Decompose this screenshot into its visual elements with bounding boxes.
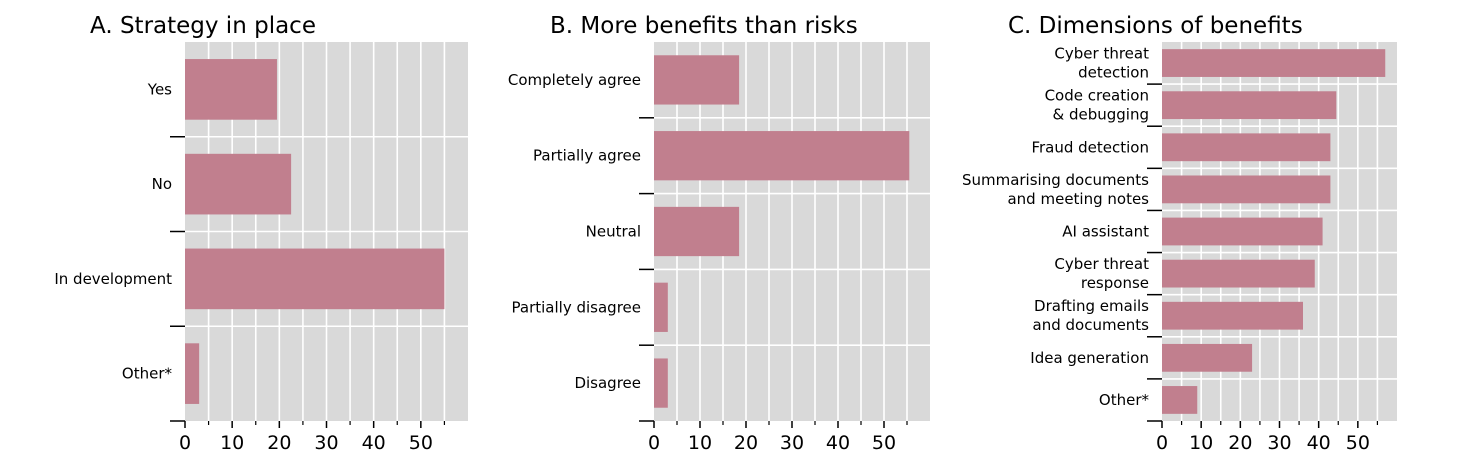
category-label: Completely agree bbox=[508, 71, 641, 89]
x-tick-label: 40 bbox=[1307, 432, 1331, 454]
category-label: Fraud detection bbox=[1031, 138, 1149, 156]
x-tick-label: 0 bbox=[179, 432, 191, 454]
category-label: response bbox=[1081, 274, 1149, 292]
category-label: AI assistant bbox=[1062, 223, 1149, 241]
category-label: Yes bbox=[147, 80, 172, 98]
chart-title: A. Strategy in place bbox=[90, 13, 316, 39]
x-tick-label: 50 bbox=[872, 432, 896, 454]
category-label: Disagree bbox=[574, 374, 641, 392]
bar bbox=[1162, 343, 1253, 372]
category-label: Summarising documents bbox=[962, 171, 1149, 189]
chart-title: B. More benefits than risks bbox=[550, 13, 858, 39]
x-tick-label: 10 bbox=[1189, 432, 1213, 454]
category-label: In development bbox=[54, 270, 172, 288]
x-tick-label: 50 bbox=[1346, 432, 1370, 454]
category-label: Other* bbox=[122, 365, 173, 383]
x-tick-label: 20 bbox=[267, 432, 291, 454]
bar bbox=[1162, 217, 1323, 246]
x-tick-label: 0 bbox=[648, 432, 660, 454]
x-tick-label: 10 bbox=[220, 432, 244, 454]
x-tick-label: 0 bbox=[1156, 432, 1168, 454]
bar bbox=[185, 59, 277, 120]
category-label: detection bbox=[1078, 64, 1149, 82]
x-tick-label: 20 bbox=[1228, 432, 1252, 454]
bar bbox=[1162, 259, 1315, 288]
x-tick-label: 30 bbox=[780, 432, 804, 454]
category-label: Other* bbox=[1099, 391, 1150, 409]
bar bbox=[1162, 133, 1331, 162]
bar bbox=[654, 55, 740, 105]
category-label: Partially agree bbox=[533, 147, 641, 165]
category-label: Drafting emails bbox=[1034, 297, 1149, 315]
bar bbox=[654, 358, 668, 408]
category-label: No bbox=[152, 175, 172, 193]
x-tick-label: 40 bbox=[362, 432, 386, 454]
category-label: Code creation bbox=[1045, 87, 1149, 105]
bar bbox=[185, 153, 292, 215]
bar bbox=[185, 248, 445, 310]
chart-title: C. Dimensions of benefits bbox=[1008, 13, 1303, 39]
bar bbox=[654, 131, 910, 181]
chart-panel-1: Yes No In development Other* 0 10 20 30 40 50 A. S… bbox=[54, 13, 468, 454]
x-tick-label: 10 bbox=[688, 432, 712, 454]
bar bbox=[1162, 386, 1198, 414]
category-label: Idea generation bbox=[1030, 349, 1149, 367]
chart-panel-2: Completely agree Partially agree Neutral Pa… bbox=[508, 13, 930, 454]
category-label: Cyber threat bbox=[1054, 255, 1149, 273]
bar bbox=[654, 206, 740, 257]
category-label: and meeting notes bbox=[1007, 190, 1149, 208]
category-label: and documents bbox=[1033, 316, 1150, 334]
x-tick-label: 30 bbox=[1267, 432, 1291, 454]
x-tick-label: 40 bbox=[826, 432, 850, 454]
bar bbox=[654, 282, 668, 332]
bar bbox=[1162, 49, 1386, 77]
category-label: Partially disagree bbox=[512, 298, 641, 316]
category-label: Cyber threat bbox=[1054, 45, 1149, 63]
bar bbox=[1162, 91, 1337, 120]
category-label: & debugging bbox=[1053, 106, 1149, 124]
x-tick-label: 30 bbox=[314, 432, 338, 454]
bar bbox=[185, 343, 200, 404]
bar bbox=[1162, 301, 1303, 330]
category-label: Neutral bbox=[586, 223, 641, 241]
x-tick-label: 50 bbox=[409, 432, 433, 454]
bar bbox=[1162, 175, 1331, 204]
x-tick-label: 20 bbox=[734, 432, 758, 454]
